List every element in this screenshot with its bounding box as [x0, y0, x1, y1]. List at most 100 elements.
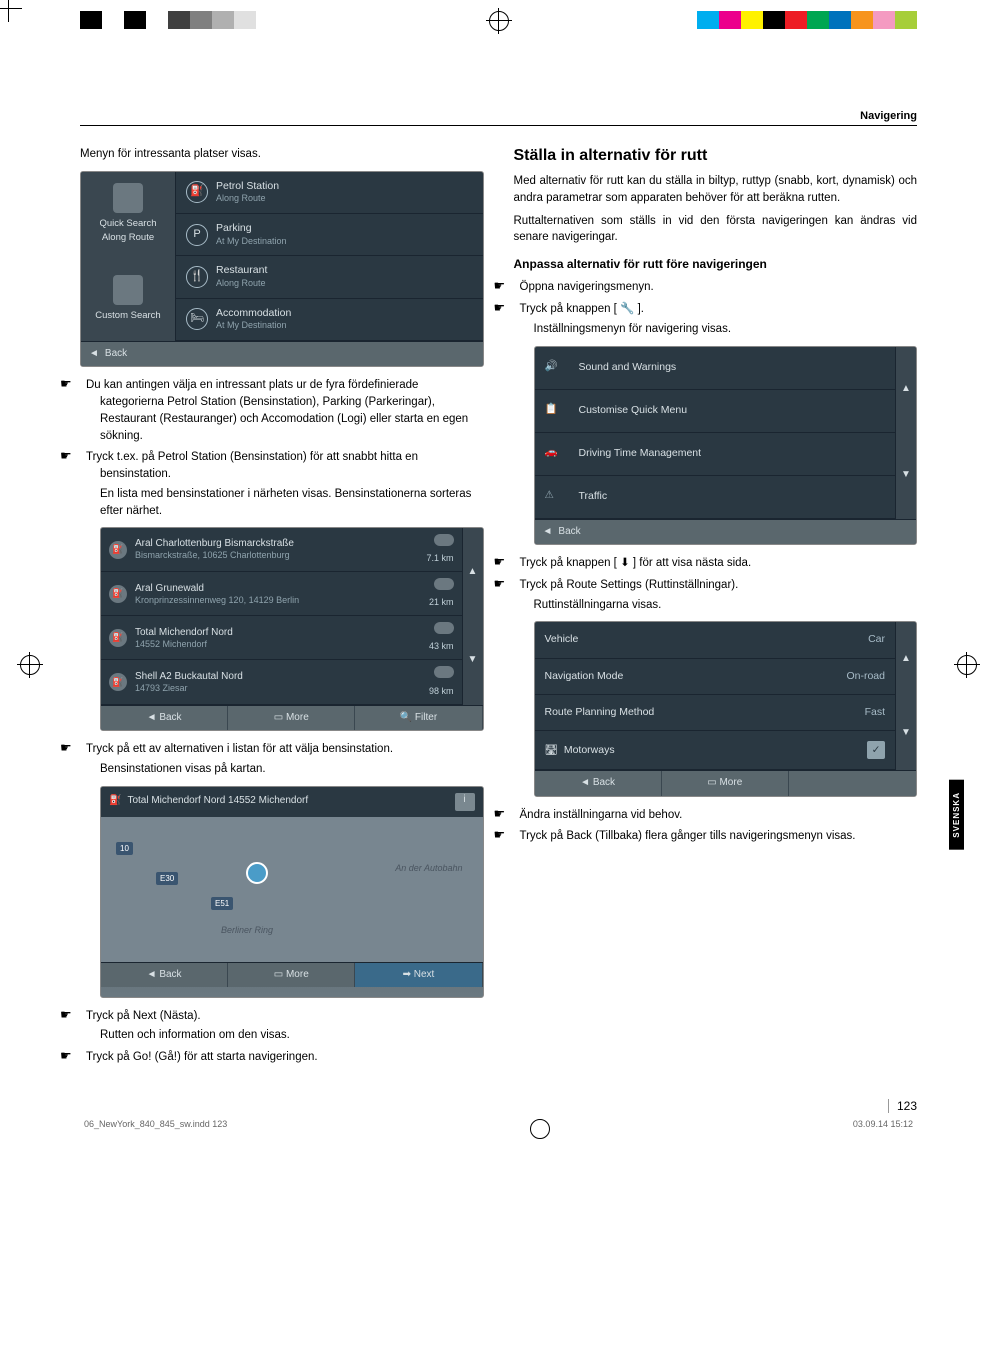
list-item[interactable]: ⛽Total Michendorf Nord14552 Michendorf43…: [101, 616, 462, 660]
road-label: An der Autobahn: [395, 862, 462, 875]
road-badge: 10: [116, 842, 133, 856]
station-icon: ⛽: [109, 673, 127, 691]
more-button[interactable]: ▭ More: [662, 771, 789, 796]
page-number: 123: [888, 1099, 917, 1113]
poi-row[interactable]: 🛏AccommodationAt My Destination: [176, 299, 483, 341]
scroll-bar[interactable]: ▲▼: [895, 622, 916, 770]
left-column: Menyn för intressanta platser visas. Qui…: [80, 144, 484, 1069]
bullet-item: ☛Du kan antingen välja en intressant pla…: [80, 375, 484, 444]
paragraph: Med alternativ för rutt kan du ställa in…: [514, 173, 918, 206]
custom-search-tile[interactable]: Custom Search: [81, 256, 176, 341]
poi-row[interactable]: ⛽Petrol StationAlong Route: [176, 172, 483, 214]
scroll-down-icon[interactable]: ▼: [901, 726, 911, 741]
scroll-bar[interactable]: ▲▼: [895, 347, 916, 519]
settings-screenshot: 🔊Sound and Warnings📋Customise Quick Menu…: [534, 346, 918, 546]
bullet-item: ☛Tryck på Route Settings (Ruttinställnin…: [514, 575, 918, 594]
sub-text: Rutten och information om den visas.: [80, 1027, 484, 1044]
bullet-item: ☛Tryck på knappen [ 🔧 ].: [514, 299, 918, 318]
sub-text: Inställningsmenyn för navigering visas.: [514, 321, 918, 338]
bullet-item: ☛Ändra inställningarna vid behov.: [514, 805, 918, 824]
heading: Ställa in alternativ för rutt: [514, 144, 918, 167]
back-button[interactable]: ◄ Back: [101, 963, 228, 988]
route-setting-item[interactable]: 🛣Motorways✓: [535, 731, 896, 770]
scroll-up-icon[interactable]: ▲: [901, 382, 911, 397]
route-settings-screenshot: VehicleCarNavigation ModeOn-roadRoute Pl…: [534, 621, 918, 796]
scroll-up-icon[interactable]: ▲: [468, 565, 478, 580]
bullet-item: ☛Tryck på Next (Nästa).: [80, 1006, 484, 1025]
setting-icon: 📋: [545, 402, 569, 420]
parking-icon: P: [186, 224, 208, 246]
quick-search-tile[interactable]: Quick Search Along Route: [81, 172, 176, 257]
setting-icon: 🚗: [545, 445, 569, 463]
filter-button[interactable]: 🔍 Filter: [355, 706, 482, 731]
scroll-bar[interactable]: ▲▼: [462, 528, 483, 704]
footer-file: 06_NewYork_840_845_sw.indd 123: [84, 1119, 227, 1139]
settings-item[interactable]: 📋Customise Quick Menu: [535, 390, 896, 433]
footer-date: 03.09.14 15:12: [853, 1119, 913, 1139]
section-title: Navigering: [860, 110, 917, 122]
more-button[interactable]: ▭ More: [228, 706, 355, 731]
right-column: Ställa in alternativ för rutt Med altern…: [514, 144, 918, 1069]
more-button[interactable]: ▭ More: [228, 963, 355, 988]
back-arrow-icon: ◄: [89, 347, 99, 362]
scroll-down-icon[interactable]: ▼: [468, 653, 478, 668]
list-item[interactable]: ⛽Aral GrunewaldKronprinzessinnenweg 120,…: [101, 572, 462, 616]
route-setting-item[interactable]: VehicleCar: [535, 622, 896, 658]
bullet-item: ☛Tryck på knappen [ ⬇ ] för att visa näs…: [514, 553, 918, 572]
next-button[interactable]: ➡ Next: [355, 963, 482, 988]
map-screenshot: ⛽ Total Michendorf Nord 14552 Michendorf i…: [100, 786, 484, 998]
restaurant-icon: 🍴: [186, 266, 208, 288]
route-setting-item[interactable]: Navigation ModeOn-road: [535, 659, 896, 695]
subheading: Anpassa alternativ för rutt före naviger…: [514, 256, 918, 273]
poi-row[interactable]: PParkingAt My Destination: [176, 214, 483, 256]
road-badge: E51: [211, 897, 233, 911]
settings-item[interactable]: ⚠Traffic: [535, 476, 896, 519]
settings-item[interactable]: 🔊Sound and Warnings: [535, 347, 896, 390]
custom-search-icon: [113, 275, 143, 305]
setting-icon: 🔊: [545, 359, 569, 377]
scroll-down-icon[interactable]: ▼: [901, 468, 911, 483]
settings-item[interactable]: 🚗Driving Time Management: [535, 433, 896, 476]
page-header: Navigering: [80, 110, 917, 126]
bullet-item: ☛Tryck på ett av alternativen i listan f…: [80, 739, 484, 758]
info-button[interactable]: i: [455, 793, 475, 811]
back-button[interactable]: Back: [105, 347, 127, 362]
checkbox[interactable]: ✓: [867, 741, 885, 759]
back-button[interactable]: ◄ Back: [535, 771, 662, 796]
poi-menu-screenshot: Quick Search Along Route ⛽Petrol Station…: [80, 171, 484, 368]
road-label: Berliner Ring: [221, 924, 273, 937]
registration-mark: [489, 11, 509, 31]
station-icon: ⛽: [109, 585, 127, 603]
bullet-item: ☛Tryck på Go! (Gå!) för att starta navig…: [80, 1047, 484, 1066]
back-button[interactable]: Back: [558, 525, 580, 540]
accommodation-icon: 🛏: [186, 308, 208, 330]
sub-text: Bensinstationen visas på kartan.: [80, 761, 484, 778]
map-title: Total Michendorf Nord 14552 Michendorf: [127, 794, 308, 809]
footer: 06_NewYork_840_845_sw.indd 123 03.09.14 …: [80, 1119, 917, 1139]
bullet-item: ☛Tryck t.ex. på Petrol Station (Bensinst…: [80, 447, 484, 483]
intro-text: Menyn för intressanta platser visas.: [80, 146, 484, 163]
bullet-item: ☛Tryck på Back (Tillbaka) flera gånger t…: [514, 826, 918, 845]
bullet-item: ☛Öppna navigeringsmenyn.: [514, 277, 918, 296]
station-list-screenshot: ⛽Aral Charlottenburg BismarckstraßeBisma…: [100, 527, 484, 731]
registration-mark: [530, 1119, 550, 1139]
back-button[interactable]: ◄ Back: [101, 706, 228, 731]
color-bar-right: [697, 11, 917, 29]
page-content: Navigering Menyn för intressanta platser…: [0, 40, 997, 1179]
road-badge: E30: [156, 872, 178, 886]
poi-row[interactable]: 🍴RestaurantAlong Route: [176, 256, 483, 298]
setting-icon: ⚠: [545, 488, 569, 506]
list-item[interactable]: ⛽Aral Charlottenburg BismarckstraßeBisma…: [101, 528, 462, 572]
list-item[interactable]: ⛽Shell A2 Buckautal Nord14793 Ziesar98 k…: [101, 660, 462, 704]
petrol-icon: ⛽: [109, 794, 121, 809]
sub-text: Ruttinställningarna visas.: [514, 597, 918, 614]
map-view[interactable]: 10 E30 E51 An der Autobahn Berliner Ring: [101, 817, 483, 962]
station-icon: ⛽: [109, 629, 127, 647]
location-pin-icon: [246, 862, 268, 884]
sub-text: En lista med bensinstationer i närheten …: [80, 486, 484, 519]
scroll-up-icon[interactable]: ▲: [901, 652, 911, 667]
route-setting-item[interactable]: Route Planning MethodFast: [535, 695, 896, 731]
color-bar-left: [80, 11, 256, 29]
registration-mark-left: [20, 655, 40, 675]
quick-search-icon: [113, 183, 143, 213]
